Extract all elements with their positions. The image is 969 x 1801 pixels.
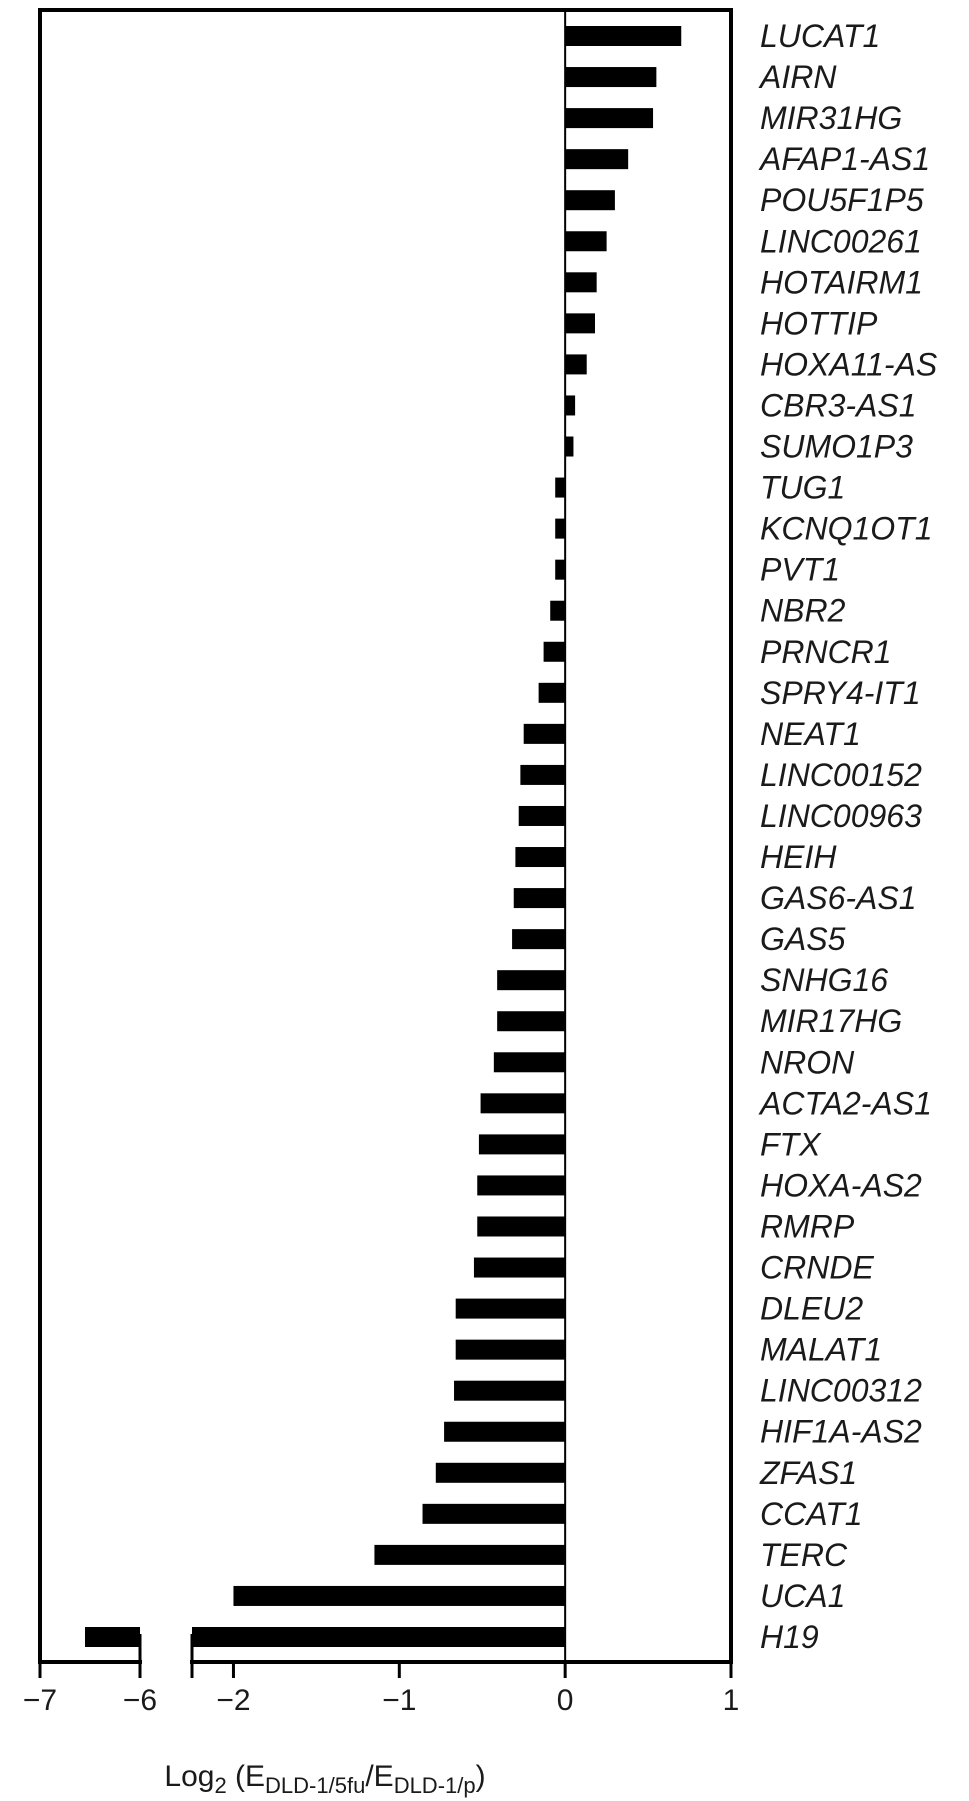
bar-TERC xyxy=(374,1544,566,1565)
x-axis-label: Log2 (EDLD-1/5fu/EDLD-1/p) xyxy=(164,1760,485,1798)
category-label: PRNCR1 xyxy=(760,634,892,670)
category-label: RMRP xyxy=(760,1208,855,1244)
bar-H19 xyxy=(192,1627,566,1647)
category-label: ACTA2-AS1 xyxy=(758,1085,932,1121)
category-label: PVT1 xyxy=(760,552,840,588)
category-labels: LUCAT1 AIRN MIR31HG AFAP1-AS1 POU5F1P5 LINC00… xyxy=(758,18,937,1655)
category-label: NBR2 xyxy=(760,593,846,629)
category-label: FTX xyxy=(760,1126,822,1162)
bar-CBR3-AS1 xyxy=(565,395,576,416)
bar-TUG1 xyxy=(555,477,566,498)
category-label: LINC00152 xyxy=(760,757,922,793)
bar-CCAT1 xyxy=(422,1503,566,1524)
bar-HIF1A-AS2 xyxy=(444,1421,566,1442)
bar-LINC00261 xyxy=(565,231,607,252)
bar-CRNDE xyxy=(473,1257,566,1278)
bar-KCNQ1OT1 xyxy=(555,518,566,539)
category-label: MIR31HG xyxy=(760,100,902,136)
tick-label: −1 xyxy=(382,1684,416,1717)
category-label: LUCAT1 xyxy=(760,18,880,54)
category-label: HOTAIRM1 xyxy=(760,264,923,300)
bar-SNHG16 xyxy=(497,970,566,991)
category-label: LINC00963 xyxy=(760,798,922,834)
category-label: CBR3-AS1 xyxy=(760,387,917,423)
bar-PVT1 xyxy=(555,559,566,580)
bar-UCA1 xyxy=(233,1585,566,1606)
bar-PRNCR1 xyxy=(543,641,566,662)
category-label: TERC xyxy=(760,1537,848,1573)
bar-AFAP1-AS1 xyxy=(565,149,629,170)
bar-LINC00152 xyxy=(520,764,566,785)
category-label: UCA1 xyxy=(760,1578,845,1614)
category-label: LINC00312 xyxy=(760,1373,922,1409)
bar-SUMO1P3 xyxy=(565,436,574,457)
category-label: KCNQ1OT1 xyxy=(760,511,932,547)
category-label: POU5F1P5 xyxy=(760,182,924,218)
category-label: ZFAS1 xyxy=(759,1455,857,1491)
bar-MALAT1 xyxy=(455,1339,566,1360)
tick-label: −6 xyxy=(123,1684,157,1717)
category-label: HOXA-AS2 xyxy=(760,1167,922,1203)
category-label: SNHG16 xyxy=(760,962,888,998)
bar-NRON xyxy=(493,1052,566,1073)
bar-LINC00312 xyxy=(454,1380,566,1401)
bar-HOTAIRM1 xyxy=(565,272,597,293)
category-label: GAS6-AS1 xyxy=(760,880,917,916)
bar-MIR17HG xyxy=(497,1011,566,1032)
tick-label: 0 xyxy=(557,1684,574,1717)
bar-LINC00963 xyxy=(518,805,566,826)
category-label: CCAT1 xyxy=(760,1496,863,1532)
bar-NBR2 xyxy=(550,600,566,621)
plot-frame xyxy=(38,8,733,1666)
bars xyxy=(85,26,682,1647)
tick-label: −2 xyxy=(216,1684,250,1717)
bar-POU5F1P5 xyxy=(565,190,615,211)
category-label: CRNDE xyxy=(760,1250,874,1286)
bar-GAS6-AS1 xyxy=(513,888,566,909)
category-label: DLEU2 xyxy=(760,1291,863,1327)
category-label: AIRN xyxy=(758,59,837,95)
category-label: LINC00261 xyxy=(760,223,922,259)
category-label: AFAP1-AS1 xyxy=(758,141,930,177)
x-axis-ticks: −7 −6 −2 −1 0 1 xyxy=(23,1634,739,1717)
bar-HOXA-AS2 xyxy=(477,1175,566,1196)
bar-RMRP xyxy=(477,1216,566,1237)
category-label: MIR17HG xyxy=(760,1003,902,1039)
category-label: HIF1A-AS2 xyxy=(760,1414,922,1450)
axis-break-gap xyxy=(142,1658,190,1666)
category-label: NEAT1 xyxy=(760,716,861,752)
bar-HOXA11-AS xyxy=(565,354,587,375)
bar-ACTA2-AS1 xyxy=(480,1093,566,1114)
bar-SPRY4-IT1 xyxy=(538,682,566,703)
category-label: SPRY4-IT1 xyxy=(760,675,921,711)
category-label: TUG1 xyxy=(760,470,845,506)
bar-FTX xyxy=(478,1134,566,1155)
bar-ZFAS1 xyxy=(435,1462,566,1483)
bar-NEAT1 xyxy=(523,723,566,744)
plot-border xyxy=(38,8,733,1664)
category-label: NRON xyxy=(760,1044,855,1080)
bar-HOTTIP xyxy=(565,313,596,334)
bar-H19-broken-part xyxy=(85,1627,140,1647)
tick-label: −7 xyxy=(23,1684,57,1717)
tick-label: 1 xyxy=(723,1684,740,1717)
bar-DLEU2 xyxy=(455,1298,566,1319)
bar-HEIH xyxy=(515,847,566,868)
bar-GAS5 xyxy=(512,929,566,950)
category-label: HOTTIP xyxy=(760,305,878,341)
category-label: GAS5 xyxy=(760,921,846,957)
category-label: HEIH xyxy=(760,839,837,875)
category-label: SUMO1P3 xyxy=(760,429,913,465)
category-label: H19 xyxy=(760,1619,819,1655)
bar-AIRN xyxy=(565,67,657,88)
bar-MIR31HG xyxy=(565,108,654,129)
bar-LUCAT1 xyxy=(565,26,682,46)
category-label: HOXA11-AS xyxy=(760,346,937,382)
category-label: MALAT1 xyxy=(760,1332,882,1368)
